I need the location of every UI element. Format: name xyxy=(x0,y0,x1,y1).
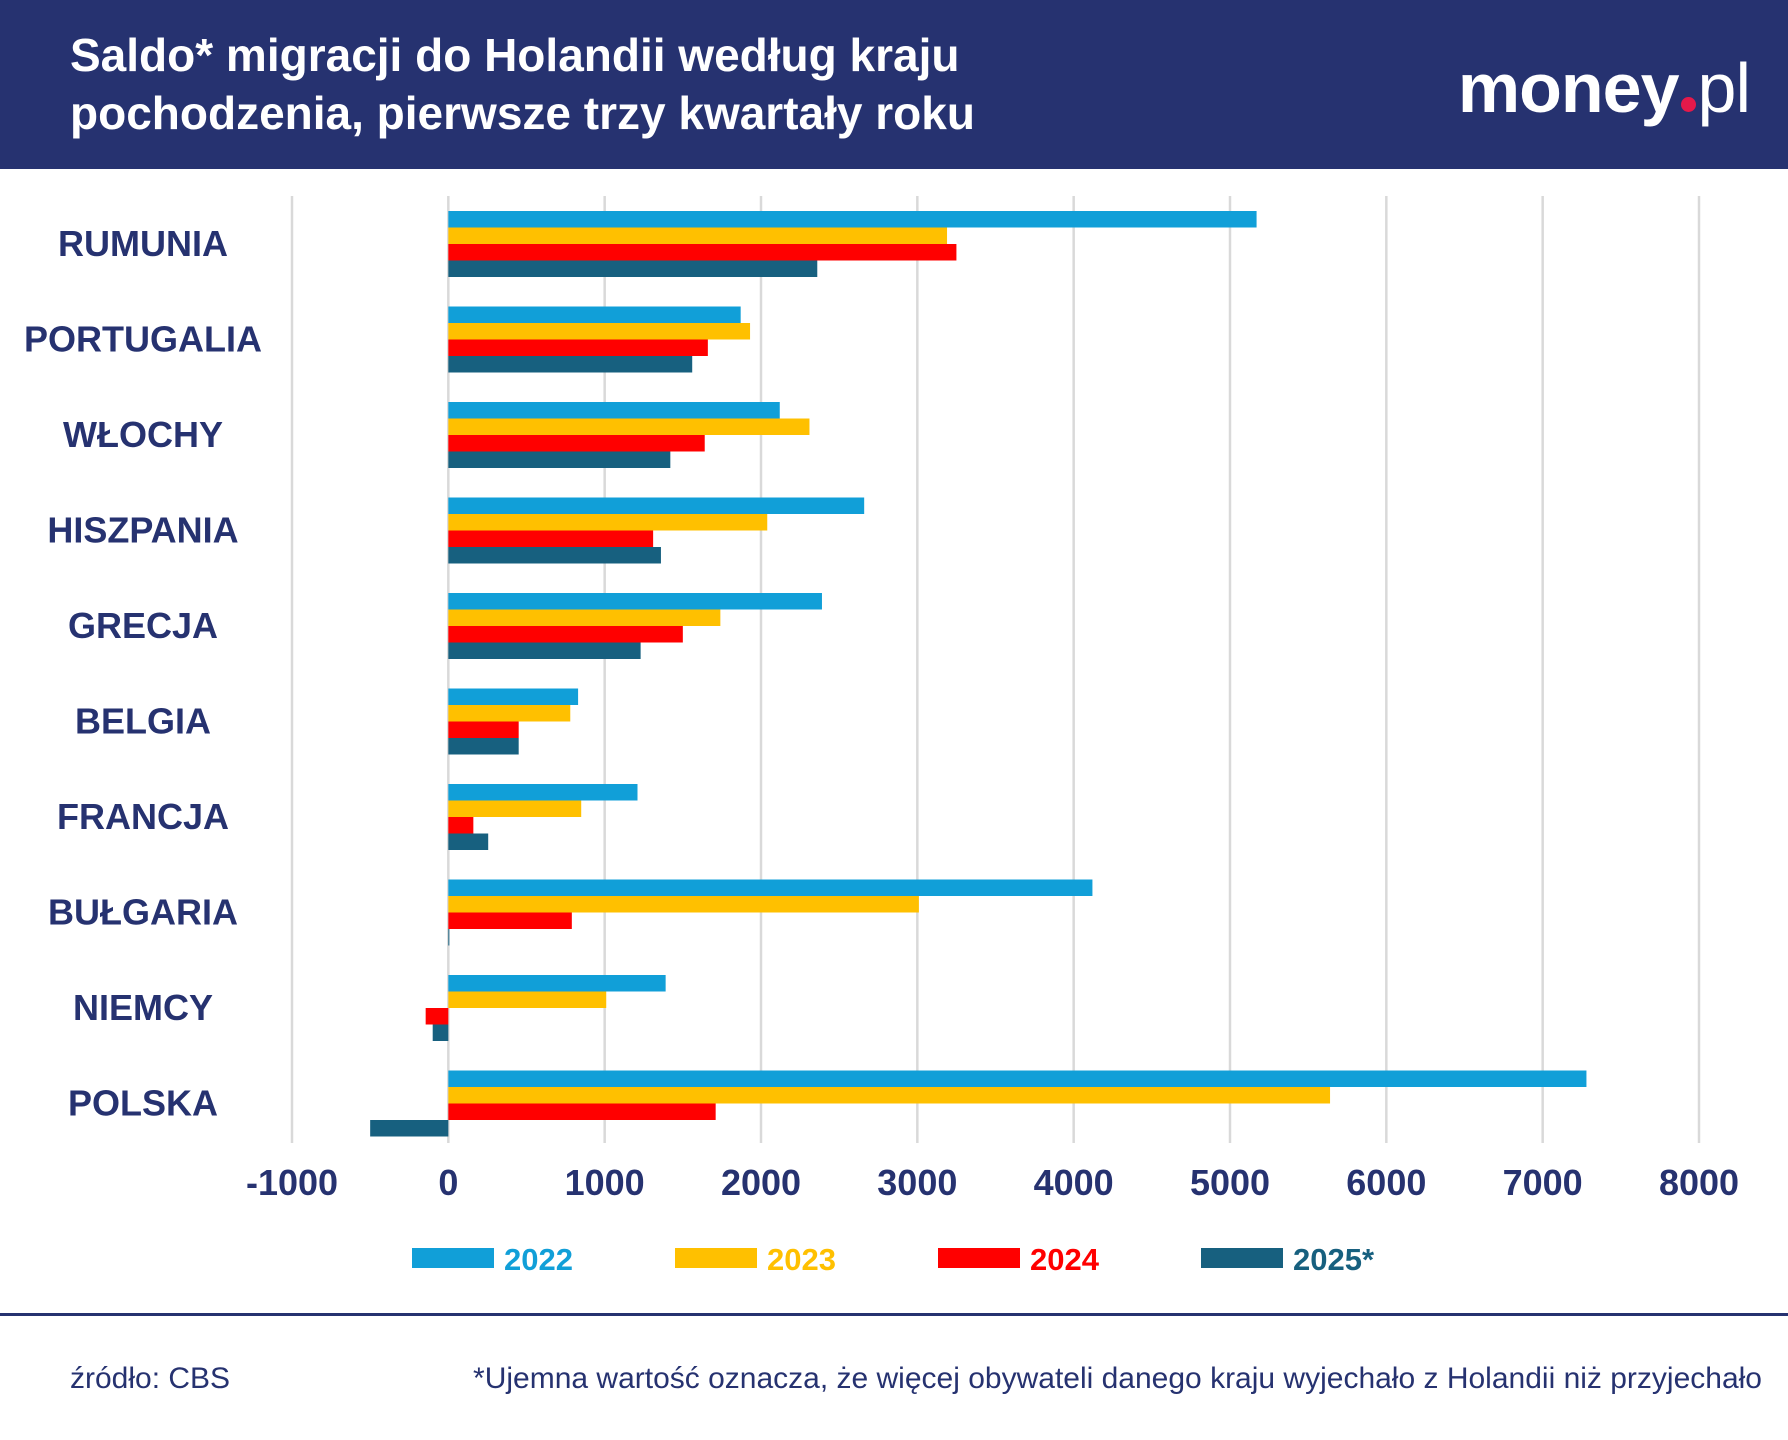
bar-rumunia-2025 xyxy=(448,260,818,277)
bar-włochy-2025 xyxy=(448,451,671,468)
legend-swatch xyxy=(1201,1248,1283,1268)
bar-włochy-2024 xyxy=(448,435,705,452)
legend-label: 2025* xyxy=(1293,1242,1375,1277)
x-tick-label: 5000 xyxy=(1190,1162,1270,1203)
chart-title: Saldo* migracji do Holandii według kraju… xyxy=(70,26,1370,142)
bar-belgia-2023 xyxy=(448,705,571,722)
x-tick-label: 0 xyxy=(438,1162,458,1203)
bar-niemcy-2024 xyxy=(425,1008,449,1025)
header: Saldo* migracji do Holandii według kraju… xyxy=(0,0,1788,169)
bar-hiszpania-2024 xyxy=(448,530,654,547)
source-text: źródło: CBS xyxy=(70,1362,231,1395)
x-tick-label: 3000 xyxy=(877,1162,957,1203)
x-tick-label: 4000 xyxy=(1034,1162,1114,1203)
x-tick-label: -1000 xyxy=(246,1162,338,1203)
bar-niemcy-2022 xyxy=(448,975,666,992)
category-label: BUŁGARIA xyxy=(48,892,238,933)
bar-niemcy-2023 xyxy=(448,991,607,1008)
bar-bułgaria-2022 xyxy=(448,879,1093,896)
category-label: RUMUNIA xyxy=(58,223,228,264)
bar-rumunia-2023 xyxy=(448,227,948,244)
bar-polska-2024 xyxy=(448,1103,716,1120)
money-pl-logo: money pl xyxy=(1457,49,1751,127)
category-label: WŁOCHY xyxy=(63,414,223,455)
bar-grecja-2023 xyxy=(448,609,721,626)
bar-bułgaria-2024 xyxy=(448,912,572,929)
category-label: HISZPANIA xyxy=(47,510,238,551)
bar-belgia-2022 xyxy=(448,688,579,705)
bar-portugalia-2025 xyxy=(448,356,693,373)
legend-label: 2023 xyxy=(767,1242,836,1277)
bar-polska-2022 xyxy=(448,1070,1587,1087)
bar-portugalia-2022 xyxy=(448,306,741,323)
legend-label: 2024 xyxy=(1030,1242,1100,1277)
bar-grecja-2025 xyxy=(448,642,641,659)
category-label: POLSKA xyxy=(68,1083,218,1124)
bar-rumunia-2024 xyxy=(448,244,957,261)
bar-belgia-2024 xyxy=(448,721,519,738)
x-tick-label: 2000 xyxy=(721,1162,801,1203)
bar-bułgaria-2025 xyxy=(448,929,450,946)
bar-grecja-2022 xyxy=(448,593,822,610)
bar-grecja-2024 xyxy=(448,626,683,643)
category-label: GRECJA xyxy=(68,605,218,646)
bar-belgia-2025 xyxy=(448,738,519,755)
legend-swatch xyxy=(675,1248,757,1268)
bar-francja-2023 xyxy=(448,800,582,817)
x-tick-label: 8000 xyxy=(1659,1162,1739,1203)
legend-swatch xyxy=(938,1248,1020,1268)
category-label: BELGIA xyxy=(75,701,211,742)
bar-włochy-2023 xyxy=(448,418,810,435)
x-tick-label: 6000 xyxy=(1346,1162,1426,1203)
bar-polska-2023 xyxy=(448,1087,1331,1104)
footnote-text: *Ujemna wartość oznacza, że więcej obywa… xyxy=(473,1362,1762,1395)
bar-włochy-2022 xyxy=(448,402,780,419)
bar-hiszpania-2022 xyxy=(448,497,865,514)
bar-hiszpania-2023 xyxy=(448,514,768,531)
category-label: NIEMCY xyxy=(73,987,213,1028)
bar-portugalia-2023 xyxy=(448,323,751,340)
category-label: PORTUGALIA xyxy=(24,319,262,360)
legend-label: 2022 xyxy=(504,1242,573,1277)
bar-bułgaria-2023 xyxy=(448,896,919,913)
bar-portugalia-2024 xyxy=(448,339,708,356)
bar-francja-2022 xyxy=(448,784,638,801)
bar-niemcy-2025 xyxy=(432,1024,449,1041)
bar-francja-2025 xyxy=(448,833,489,850)
title-line-1: Saldo* migracji do Holandii według kraju xyxy=(70,29,960,81)
category-label: FRANCJA xyxy=(57,796,229,837)
title-line-2: pochodzenia, pierwsze trzy kwartały roku xyxy=(70,87,975,139)
bar-francja-2024 xyxy=(448,817,474,834)
divider xyxy=(0,1313,1788,1316)
bar-chart: -1000 0 1000 2000 3000 4000 5000 6000 7000 8000 RU… xyxy=(24,196,1739,1277)
bar-rumunia-2022 xyxy=(448,211,1257,228)
bar-hiszpania-2025 xyxy=(448,547,661,564)
legend-swatch xyxy=(412,1248,494,1268)
x-tick-label: 1000 xyxy=(565,1162,645,1203)
x-tick-label: 7000 xyxy=(1503,1162,1583,1203)
bar-polska-2025 xyxy=(370,1120,449,1137)
